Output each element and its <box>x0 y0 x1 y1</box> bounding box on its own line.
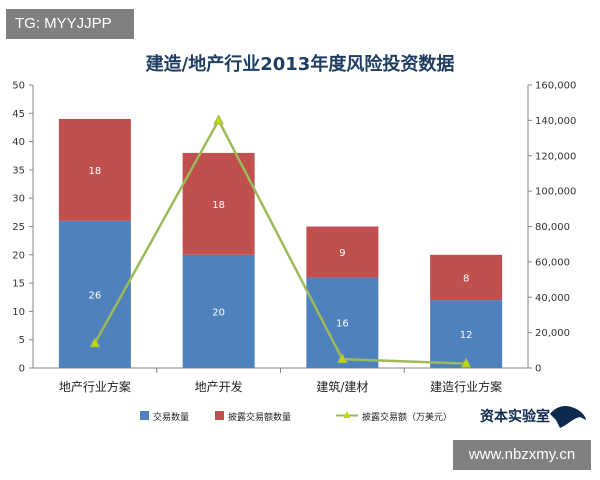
bar <box>430 254 503 301</box>
plot-area: 0 5 10 15 20 25 30 35 40 45 50 0 20,000 40,000 60,000 8… <box>12 81 576 395</box>
line-point <box>89 337 101 348</box>
y-right-tick-label: 120,000 <box>535 151 576 162</box>
y-right-tick-label: 20,000 <box>535 328 570 339</box>
brand-logo: 资本实验室 <box>480 406 586 428</box>
x-tick-label: 建造行业方案 <box>430 379 502 394</box>
legend-swatch <box>140 411 149 420</box>
line-point <box>337 353 348 364</box>
panther-icon <box>550 406 586 428</box>
legend-label: 交易数量 <box>153 411 189 423</box>
watermark-top-left: TG: MYYJJPP <box>6 9 134 39</box>
bar-data-label: 12 <box>460 330 473 341</box>
y-left-tick-label: 50 <box>12 81 25 92</box>
bar-data-label: 16 <box>336 319 349 330</box>
series-line <box>93 117 467 365</box>
line-point <box>213 114 224 125</box>
y-left-tick-label: 10 <box>12 307 25 318</box>
y-left-tick-label: 45 <box>12 109 25 120</box>
y-right-tick-label: 160,000 <box>535 81 576 92</box>
watermark-bottom-right: www.nbzxmy.cn <box>453 440 591 470</box>
bar <box>182 254 255 368</box>
brand-logo-mark: 资本实验室 <box>480 406 586 428</box>
x-tick-label: 地产开发 <box>195 379 243 394</box>
y-right-tick-label: 60,000 <box>535 257 570 268</box>
bar-data-label: 9 <box>339 248 345 259</box>
y-left-tick-label: 0 <box>19 364 25 375</box>
line-point <box>460 357 472 368</box>
brand-logo-text: 资本实验室 <box>480 408 550 425</box>
bar <box>306 226 379 278</box>
y-left-tick-label: 35 <box>12 165 25 176</box>
y-left-tick-label: 5 <box>19 335 25 346</box>
y-left-tick-label: 20 <box>12 250 25 261</box>
bar-data-label: 20 <box>212 307 225 318</box>
bar-data-label: 26 <box>89 290 102 301</box>
legend-label: 披露交易额（万美元） <box>362 411 452 423</box>
legend-marker <box>343 411 351 418</box>
bar <box>306 277 379 368</box>
x-tick-label: 地产行业方案 <box>59 379 131 394</box>
y-right-tick-label: 0 <box>535 364 541 375</box>
y-left-tick-label: 25 <box>12 222 25 233</box>
legend: 交易数量 披露交易额数量 披露交易额（万美元） <box>140 411 452 423</box>
y-right-tick-label: 100,000 <box>535 187 576 198</box>
legend-label: 披露交易额数量 <box>228 411 291 423</box>
chart-title: 建造/地产行业2013年度风险投资数据 <box>146 53 455 75</box>
legend-swatch <box>215 411 224 420</box>
bar <box>182 152 255 255</box>
x-tick-label: 建筑/建材 <box>316 379 368 394</box>
bar <box>58 118 131 221</box>
y-right-tick-label: 40,000 <box>535 293 570 304</box>
bar-data-label: 8 <box>463 273 469 284</box>
y-left-tick-label: 15 <box>12 279 25 290</box>
y-right-tick-label: 140,000 <box>535 116 576 127</box>
bar-data-label: 18 <box>89 166 102 177</box>
y-left-tick-label: 40 <box>12 137 25 148</box>
y-left-tick-label: 30 <box>12 194 25 205</box>
bar <box>430 300 503 368</box>
bar-data-label: 18 <box>212 200 225 211</box>
y-right-tick-label: 80,000 <box>535 222 570 233</box>
